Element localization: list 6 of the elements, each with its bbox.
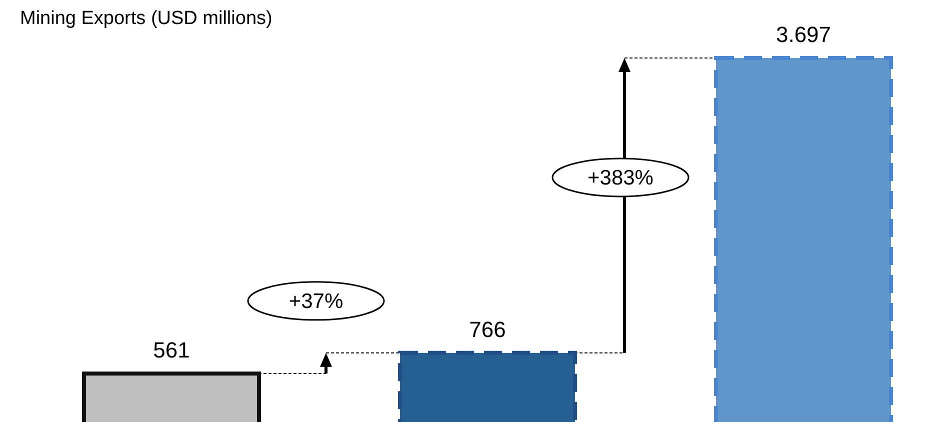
chart-title: Mining Exports (USD millions) bbox=[20, 8, 272, 30]
data-label: 766 bbox=[469, 316, 506, 342]
annotation: +383% bbox=[588, 166, 654, 190]
data-label: 3.697 bbox=[776, 22, 832, 47]
annotation: +37% bbox=[288, 290, 344, 313]
data-label: 561 bbox=[153, 338, 190, 363]
